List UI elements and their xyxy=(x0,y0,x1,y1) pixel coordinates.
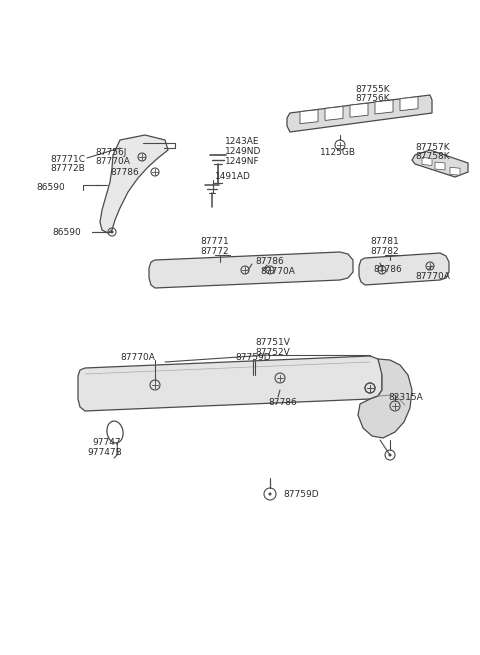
Polygon shape xyxy=(149,252,353,288)
Polygon shape xyxy=(422,157,432,166)
Text: 87782: 87782 xyxy=(370,247,398,256)
Polygon shape xyxy=(359,253,449,285)
Text: 1491AD: 1491AD xyxy=(215,172,251,181)
Circle shape xyxy=(111,231,113,233)
Text: 87770A: 87770A xyxy=(95,157,130,166)
Polygon shape xyxy=(300,109,318,124)
Circle shape xyxy=(269,493,271,495)
Text: 86590: 86590 xyxy=(36,183,65,192)
Polygon shape xyxy=(287,95,432,132)
Text: 97747: 97747 xyxy=(92,438,120,447)
Text: 87771: 87771 xyxy=(200,237,229,246)
Polygon shape xyxy=(412,150,468,177)
Text: 97747B: 97747B xyxy=(87,448,122,457)
Text: 1125GB: 1125GB xyxy=(320,148,356,157)
Text: 87770A: 87770A xyxy=(415,272,450,281)
Text: 87772B: 87772B xyxy=(50,164,85,173)
Text: 87758K: 87758K xyxy=(415,152,450,161)
Polygon shape xyxy=(350,103,368,117)
Text: 87786: 87786 xyxy=(255,257,284,266)
Text: 87770A: 87770A xyxy=(260,267,295,276)
Text: 87781: 87781 xyxy=(370,237,399,246)
Text: 87771C: 87771C xyxy=(50,155,85,164)
Text: 87759D: 87759D xyxy=(235,353,271,362)
Polygon shape xyxy=(325,107,343,121)
Text: 87751V: 87751V xyxy=(255,338,290,347)
Text: 87772: 87772 xyxy=(200,247,228,256)
Text: 87752V: 87752V xyxy=(255,348,290,357)
Polygon shape xyxy=(435,162,445,170)
Text: 1249NF: 1249NF xyxy=(225,157,260,166)
Text: 87755K: 87755K xyxy=(355,85,390,94)
Text: 86590: 86590 xyxy=(52,228,81,237)
Text: 87770A: 87770A xyxy=(120,353,155,362)
Text: 87759D: 87759D xyxy=(283,490,319,499)
Polygon shape xyxy=(450,167,460,176)
Text: 1243AE: 1243AE xyxy=(225,137,260,146)
Text: 87756J: 87756J xyxy=(95,148,126,157)
Text: 82315A: 82315A xyxy=(388,393,423,402)
Polygon shape xyxy=(400,97,418,111)
Text: 87786: 87786 xyxy=(373,265,402,274)
Polygon shape xyxy=(78,356,382,411)
Text: 1249ND: 1249ND xyxy=(225,147,262,156)
Polygon shape xyxy=(375,100,393,114)
Polygon shape xyxy=(100,135,168,233)
Text: 87756K: 87756K xyxy=(355,94,390,103)
Circle shape xyxy=(389,454,391,456)
Polygon shape xyxy=(358,359,412,438)
Text: 87786: 87786 xyxy=(110,168,139,177)
Text: 87786: 87786 xyxy=(268,398,297,407)
Text: 87757K: 87757K xyxy=(415,143,450,152)
